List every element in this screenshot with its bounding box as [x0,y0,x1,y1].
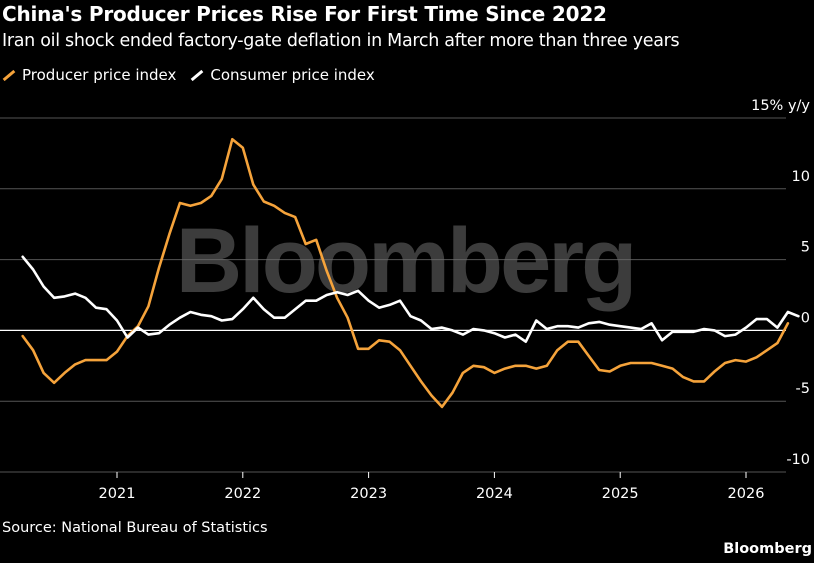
legend-item-ppi: Producer price index [2,66,176,84]
x-tick-label: 2025 [602,486,639,502]
chart-title: China's Producer Prices Rise For First T… [2,2,607,26]
legend: Producer price index Consumer price inde… [2,66,375,84]
chart-subtitle: Iran oil shock ended factory-gate deflat… [2,31,680,51]
source-note: Source: National Bureau of Statistics [2,520,268,536]
legend-label-cpi: Consumer price index [210,66,375,84]
y-tick-label: 10 [792,169,810,185]
legend-item-cpi: Consumer price index [190,66,375,84]
y-tick-label: 5 [801,240,810,256]
x-tick-label: 2021 [99,486,136,502]
series-line-cpi [21,255,800,344]
series-line-ppi [21,137,790,409]
y-tick-label: -5 [796,381,810,397]
brand-logo: Bloomberg [723,541,812,557]
y-tick-label: -10 [786,452,810,468]
x-tick-label: 2024 [476,486,513,502]
y-tick-label: 0 [801,310,810,326]
x-tick-label: 2022 [224,486,261,502]
x-tick-label: 2023 [350,486,387,502]
legend-label-ppi: Producer price index [22,66,177,84]
watermark-text: Bloomberg [176,210,635,312]
x-tick-label: 2026 [728,486,765,502]
y-axis-unit-label: 15% y/y [751,98,810,114]
